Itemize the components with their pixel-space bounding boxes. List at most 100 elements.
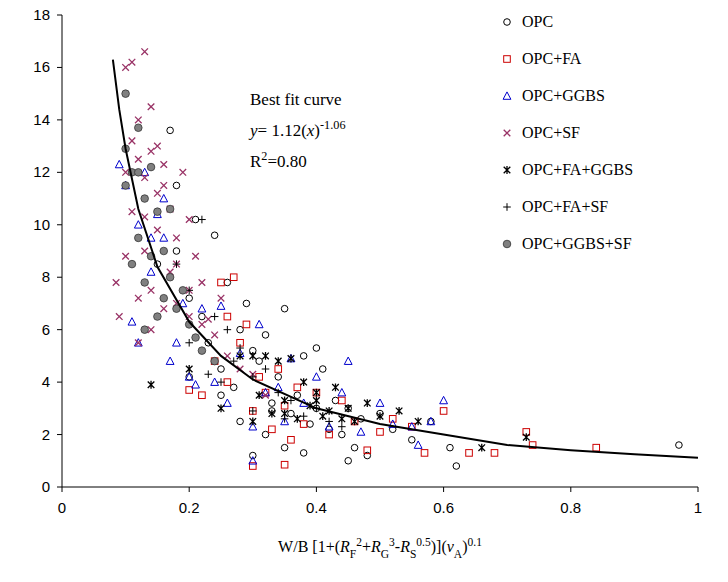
series-points (122, 90, 219, 365)
point (173, 261, 180, 268)
point (269, 400, 276, 407)
point (313, 373, 321, 380)
legend-marker (504, 166, 511, 174)
point (141, 48, 148, 55)
series-points (186, 274, 600, 469)
point (281, 415, 289, 423)
point (250, 352, 257, 360)
point (217, 302, 225, 309)
point (339, 397, 346, 404)
point (250, 418, 257, 426)
point (179, 287, 187, 295)
point (269, 426, 276, 433)
point (256, 374, 263, 381)
point (211, 313, 219, 321)
x-axis-label-part: W/B [1+( (278, 538, 340, 556)
point (294, 384, 301, 391)
legend-marker (504, 130, 511, 137)
point (313, 389, 320, 397)
annotation: y= 1.12(x)-1.06 (248, 118, 346, 140)
point (154, 313, 162, 321)
series-points (115, 160, 447, 464)
y-tick (57, 382, 62, 383)
point (115, 160, 123, 167)
point (141, 248, 148, 255)
legend: OPCOPC+FAOPC+GGBSOPC+SFOPC+FA+GGBSOPC+FA… (503, 13, 633, 252)
point (237, 326, 244, 333)
point (218, 279, 225, 286)
legend-marker (503, 240, 511, 248)
point (218, 366, 225, 373)
point (288, 410, 295, 417)
legend-marker (504, 19, 511, 26)
x-tick-label: 0.6 (433, 499, 454, 516)
series-points (148, 352, 530, 452)
point (135, 124, 143, 132)
annotation-part: = 1.12( (258, 121, 308, 140)
point (166, 273, 174, 281)
x-tick-label: 0.4 (306, 499, 327, 516)
point (224, 379, 231, 386)
point (256, 358, 263, 365)
point (237, 352, 244, 360)
point (135, 169, 143, 177)
point (275, 357, 282, 365)
point (224, 326, 232, 334)
point (147, 163, 155, 171)
point (135, 156, 142, 163)
point (160, 161, 167, 168)
point (421, 450, 428, 457)
point (345, 404, 352, 412)
point (192, 216, 199, 223)
point (148, 103, 155, 110)
point (281, 397, 288, 405)
point (160, 182, 167, 189)
point (116, 313, 123, 320)
series-points (173, 216, 346, 431)
point (198, 216, 206, 224)
point (269, 410, 276, 418)
point (287, 354, 295, 361)
legend-marker (504, 56, 511, 63)
point (129, 208, 136, 215)
plot-area (113, 48, 698, 469)
point (205, 316, 212, 323)
y-tick (57, 329, 62, 330)
point (128, 318, 136, 325)
point (281, 305, 288, 312)
point (307, 421, 314, 428)
point (345, 405, 352, 412)
y-tick (57, 172, 62, 173)
point (186, 216, 193, 223)
point (376, 399, 384, 406)
point (224, 313, 231, 320)
point (147, 268, 155, 275)
point (345, 457, 352, 464)
point (344, 357, 352, 364)
point (319, 412, 326, 420)
annotation: Best fit curve (250, 90, 342, 109)
point (223, 399, 231, 406)
point (453, 463, 460, 470)
point (173, 248, 180, 255)
series-points (113, 48, 269, 398)
point (211, 332, 218, 339)
point (148, 148, 155, 155)
point (262, 431, 269, 438)
point (211, 357, 219, 365)
y-tick-label: 12 (33, 163, 50, 180)
point (218, 392, 225, 399)
point (173, 235, 180, 242)
annotation-part: =0.80 (267, 152, 306, 171)
point (192, 253, 199, 260)
x-tick-label: 0 (58, 499, 66, 516)
point (180, 169, 187, 176)
point (186, 374, 193, 381)
y-tick-label: 4 (42, 373, 50, 390)
point (326, 431, 333, 438)
point (275, 366, 282, 373)
x-tick (443, 487, 444, 492)
point (122, 90, 130, 98)
point (396, 407, 403, 415)
point (160, 194, 168, 201)
